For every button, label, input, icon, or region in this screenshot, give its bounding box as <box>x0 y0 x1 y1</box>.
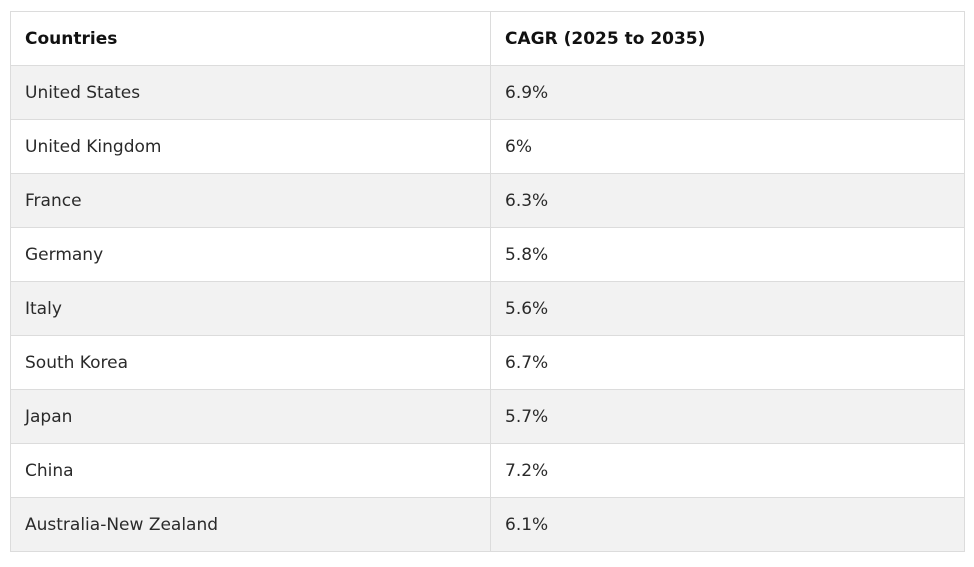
cagr-cell: 5.7% <box>490 389 965 444</box>
table-row: France 6.3% <box>10 173 965 228</box>
table-row: Germany 5.8% <box>10 227 965 282</box>
cagr-cell: 5.8% <box>490 227 965 282</box>
country-cell: Italy <box>10 281 491 336</box>
country-cell: China <box>10 443 491 498</box>
table-row: South Korea 6.7% <box>10 335 965 390</box>
country-cell: South Korea <box>10 335 491 390</box>
header-countries: Countries <box>10 11 491 66</box>
cagr-cell: 5.6% <box>490 281 965 336</box>
country-cell: Japan <box>10 389 491 444</box>
table-row: Japan 5.7% <box>10 389 965 444</box>
country-cell: France <box>10 173 491 228</box>
cagr-cell: 6% <box>490 119 965 174</box>
table-header-row: Countries CAGR (2025 to 2035) <box>10 11 965 66</box>
country-cell: Germany <box>10 227 491 282</box>
cagr-cell: 7.2% <box>490 443 965 498</box>
table-row: China 7.2% <box>10 443 965 498</box>
cagr-cell: 6.9% <box>490 65 965 120</box>
table-row: Italy 5.6% <box>10 281 965 336</box>
cagr-table: Countries CAGR (2025 to 2035) United Sta… <box>10 11 965 552</box>
table-row: United States 6.9% <box>10 65 965 120</box>
cagr-cell: 6.7% <box>490 335 965 390</box>
table-row: United Kingdom 6% <box>10 119 965 174</box>
country-cell: United States <box>10 65 491 120</box>
cagr-table-container: Countries CAGR (2025 to 2035) United Sta… <box>10 11 965 552</box>
cagr-cell: 6.3% <box>490 173 965 228</box>
header-cagr: CAGR (2025 to 2035) <box>490 11 965 66</box>
country-cell: United Kingdom <box>10 119 491 174</box>
country-cell: Australia-New Zealand <box>10 497 491 552</box>
table-row: Australia-New Zealand 6.1% <box>10 497 965 552</box>
cagr-cell: 6.1% <box>490 497 965 552</box>
